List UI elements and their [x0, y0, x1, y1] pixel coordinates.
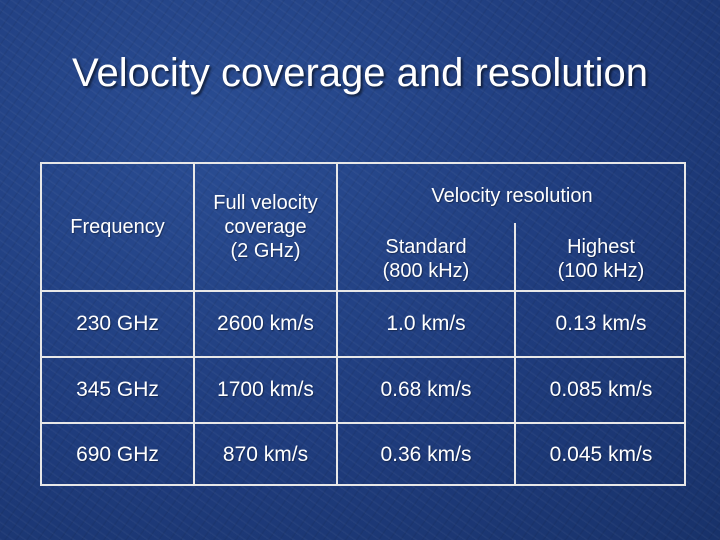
column-divider: [336, 164, 338, 484]
header-velocity-resolution: Velocity resolution: [338, 176, 686, 216]
header-standard-line: Standard: [385, 236, 467, 258]
cell-value: 0.085 km/s: [549, 378, 653, 401]
header-coverage: Full velocity coverage (2 GHz): [195, 164, 336, 290]
table-cell-highest: 0.13 km/s: [516, 292, 686, 356]
header-coverage-line: (2 GHz): [230, 240, 301, 262]
table-cell-frequency: 690 GHz: [42, 424, 193, 486]
cell-value: 0.045 km/s: [549, 443, 653, 466]
cell-value: 690 GHz: [76, 443, 159, 466]
cell-value: 0.36 km/s: [380, 443, 472, 466]
table-cell-standard: 0.68 km/s: [338, 358, 514, 422]
table-cell-frequency: 345 GHz: [42, 358, 193, 422]
cell-value: 870 km/s: [222, 443, 309, 466]
header-coverage-line: Full velocity: [213, 192, 318, 214]
table-cell-frequency: 230 GHz: [42, 292, 193, 356]
column-divider: [514, 223, 516, 486]
cell-value: 2600 km/s: [217, 312, 314, 335]
header-velocity-resolution-label: Velocity resolution: [431, 185, 593, 207]
cell-value: 0.68 km/s: [380, 378, 472, 401]
table-cell-coverage: 2600 km/s: [195, 292, 336, 356]
row-divider: [42, 290, 684, 292]
row-divider: [42, 422, 684, 424]
row-divider: [42, 356, 684, 358]
header-frequency: Frequency: [42, 164, 193, 290]
header-highest-line: (100 kHz): [557, 260, 645, 282]
cell-value: 345 GHz: [76, 378, 159, 401]
slide-title: Velocity coverage and resolution: [72, 51, 648, 95]
velocity-table: Frequency Full velocity coverage (2 GHz)…: [40, 162, 686, 486]
table-cell-highest: 0.045 km/s: [516, 424, 686, 486]
header-coverage-line: coverage: [224, 216, 307, 238]
header-standard-line: (800 kHz): [382, 260, 470, 282]
column-divider: [193, 164, 195, 484]
cell-value: 1.0 km/s: [386, 312, 466, 335]
header-frequency-label: Frequency: [70, 216, 165, 238]
table-cell-coverage: 870 km/s: [195, 424, 336, 486]
table-cell-coverage: 1700 km/s: [195, 358, 336, 422]
cell-value: 1700 km/s: [217, 378, 314, 401]
table-cell-standard: 1.0 km/s: [338, 292, 514, 356]
header-highest: Highest (100 kHz): [516, 228, 686, 290]
cell-value: 230 GHz: [76, 312, 159, 335]
cell-value: 0.13 km/s: [555, 312, 647, 335]
table-cell-highest: 0.085 km/s: [516, 358, 686, 422]
header-highest-line: Highest: [567, 236, 635, 258]
table-cell-standard: 0.36 km/s: [338, 424, 514, 486]
header-standard: Standard (800 kHz): [338, 228, 514, 290]
